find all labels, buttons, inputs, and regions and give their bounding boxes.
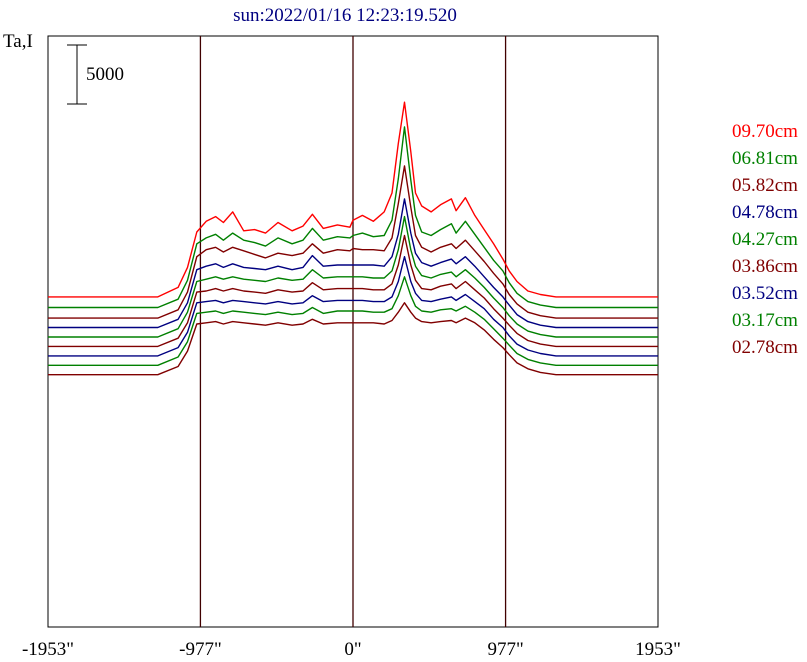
x-tick-label: 1953" xyxy=(635,639,681,660)
legend-entry: 04.27cm xyxy=(732,229,798,250)
scale-bar-label: 5000 xyxy=(86,64,124,85)
legend-entry: 05.82cm xyxy=(732,175,798,196)
legend-entry: 02.78cm xyxy=(732,337,798,358)
x-axis-ticks: -1953" -977" 0" 977" 1953" xyxy=(22,639,681,660)
legend-entry: 09.70cm xyxy=(732,121,798,142)
legend-entry: 04.78cm xyxy=(732,202,798,223)
series-line-06.81cm xyxy=(48,126,658,309)
series-line-04.78cm xyxy=(48,198,658,329)
series-line-09.70cm xyxy=(48,101,658,298)
y-axis-label: Ta,I xyxy=(3,31,33,52)
x-tick-label: -1953" xyxy=(22,639,74,660)
series-line-05.82cm xyxy=(48,165,658,319)
series-line-03.86cm xyxy=(48,234,658,348)
series-line-03.17cm xyxy=(48,276,658,366)
x-tick-label: 977" xyxy=(487,639,523,660)
series-layer xyxy=(48,101,658,376)
scale-bar: 5000 xyxy=(67,44,124,105)
series-line-04.27cm xyxy=(48,215,658,338)
x-tick-label: 0" xyxy=(344,639,361,660)
x-tick-label: -977" xyxy=(179,639,222,660)
guide-lines xyxy=(199,36,507,627)
legend-entry: 03.17cm xyxy=(732,310,798,331)
series-line-03.52cm xyxy=(48,256,658,357)
legend: 09.70cm 06.81cm 05.82cm 04.78cm 04.27cm 03.86… xyxy=(732,121,798,358)
series-line-02.78cm xyxy=(48,302,658,376)
legend-entry: 03.86cm xyxy=(732,256,798,277)
legend-entry: 03.52cm xyxy=(732,283,798,304)
legend-entry: 06.81cm xyxy=(732,148,798,169)
chart-title: sun:2022/01/16 12:23:19.520 xyxy=(233,5,457,26)
